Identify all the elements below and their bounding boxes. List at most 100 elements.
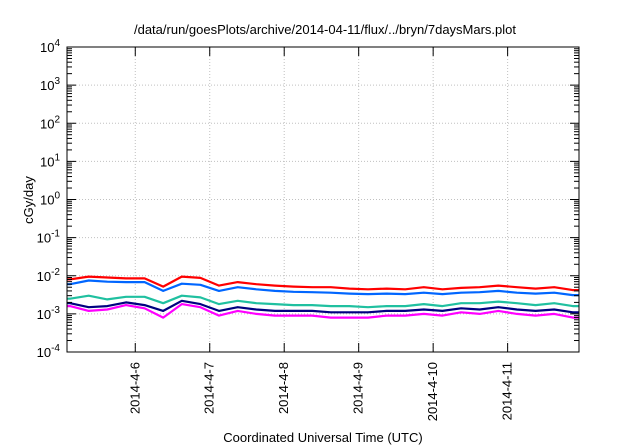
data-point [311, 310, 313, 312]
data-point [274, 303, 276, 305]
data-point [255, 313, 258, 315]
data-point [106, 305, 109, 307]
data-point [162, 302, 164, 305]
series-line-3 [67, 294, 579, 309]
x-tick-label: 2014-4-11 [500, 362, 515, 420]
data-point [218, 310, 220, 312]
data-point [255, 308, 258, 311]
data-point [385, 314, 388, 317]
data-point [143, 304, 146, 306]
data-point [404, 310, 407, 312]
x-axis-label: Coordinated Universal Time (UTC) [223, 430, 422, 445]
data-point [441, 314, 444, 317]
series-line-5 [67, 303, 579, 319]
data-point [274, 314, 276, 317]
data-point [162, 290, 164, 292]
data-point [367, 293, 369, 295]
data-point [460, 302, 462, 305]
data-point [143, 281, 146, 283]
data-point [404, 314, 407, 317]
data-point [330, 316, 332, 319]
data-point [236, 286, 239, 289]
data-point [274, 290, 276, 292]
data-point [460, 287, 462, 289]
data-point [330, 291, 332, 294]
data-point [460, 291, 462, 294]
data-point [497, 300, 500, 303]
data-point [162, 285, 164, 288]
data-point [311, 291, 313, 294]
data-point [125, 296, 127, 298]
y-tick-label: 100 [40, 191, 60, 208]
data-point [218, 290, 220, 292]
data-point [385, 310, 388, 312]
data-point [125, 281, 127, 283]
data-point [181, 300, 183, 302]
data-point [348, 292, 351, 295]
x-tick-label: 2014-4-10 [425, 362, 440, 421]
x-tick-label: 2014-4-9 [351, 362, 366, 414]
data-point [497, 284, 500, 287]
data-point [423, 313, 425, 315]
data-point [572, 316, 574, 319]
chart-title: /data/run/goesPlots/archive/2014-04-11/f… [134, 22, 516, 37]
data-point [125, 277, 127, 280]
data-point [162, 310, 164, 312]
x-tick-label: 2014-4-7 [202, 362, 217, 414]
data-point [106, 276, 109, 279]
data-point [106, 280, 109, 283]
data-point [255, 283, 258, 286]
data-point [423, 291, 425, 294]
data-point [87, 294, 90, 297]
x-tick-label: 2014-4-8 [276, 362, 291, 414]
data-point [441, 305, 444, 307]
data-point [292, 291, 295, 293]
data-point [478, 286, 481, 289]
data-point [534, 310, 537, 312]
data-point [274, 310, 276, 312]
data-point [218, 303, 220, 305]
data-point [125, 304, 127, 306]
y-tick-label: 10-1 [37, 229, 61, 246]
data-point [181, 282, 183, 285]
data-point [330, 286, 332, 289]
data-point [199, 306, 202, 309]
data-point [478, 302, 481, 305]
x-tick-label: 2014-4-6 [127, 362, 142, 414]
data-point [441, 288, 444, 291]
data-point [255, 288, 258, 291]
y-tick-label: 10-3 [37, 305, 61, 322]
data-point [348, 316, 351, 319]
data-point [516, 308, 518, 311]
data-point [553, 291, 555, 294]
data-point [106, 308, 109, 311]
series-line-4 [67, 299, 579, 314]
data-point [199, 284, 202, 286]
data-point [125, 301, 127, 304]
data-point [311, 314, 313, 317]
data-point [181, 294, 183, 297]
data-point [292, 304, 295, 306]
data-point [497, 290, 500, 292]
data-point [143, 307, 146, 310]
data-point [274, 284, 276, 287]
data-point [423, 308, 425, 311]
data-point [87, 306, 90, 309]
data-point [69, 305, 71, 307]
data-point [460, 311, 462, 314]
data-point [143, 277, 146, 280]
data-point [218, 314, 220, 317]
y-tick-label: 104 [40, 38, 60, 55]
data-point [478, 308, 481, 311]
data-point [404, 288, 407, 291]
data-point [181, 303, 183, 305]
data-point [516, 286, 518, 289]
data-point [553, 286, 555, 289]
data-point [516, 291, 518, 294]
data-point [330, 311, 332, 314]
data-point [311, 286, 313, 289]
data-point [385, 287, 388, 290]
data-point [367, 311, 369, 314]
data-point [162, 316, 164, 319]
data-point [218, 284, 220, 287]
